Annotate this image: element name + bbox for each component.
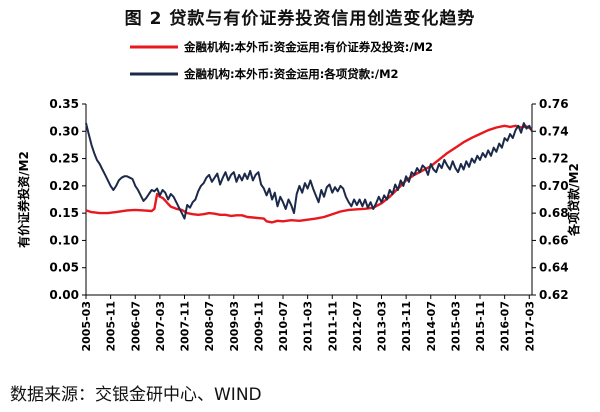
x-tick-label: 2013-11 [400,301,413,352]
y2-axis-title: 各项贷款/M2 [566,163,581,237]
right-tick-label: 0.66 [539,233,569,247]
chart-title: 图 2 贷款与有价证券投资信用创造变化趋势 [124,9,476,29]
right-tick-label: 0.64 [539,261,569,275]
x-tick-label: 2015-11 [474,301,487,352]
x-tick-label: 2006-07 [129,301,142,352]
left-tick-label: 0.00 [49,288,79,302]
x-tick-label: 2013-03 [376,301,389,352]
left-tick-label: 0.25 [49,152,79,166]
legend-label-1: 金融机构:本外币:资金运用:有价证券及投资:/M2 [183,40,433,54]
right-tick-label: 0.62 [539,288,569,302]
x-tick-label: 2008-07 [203,301,216,352]
x-tick-label: 2011-03 [302,301,315,352]
right-tick-label: 0.72 [539,152,569,166]
series-line-securities [85,124,533,224]
x-tick-label: 2014-07 [425,301,438,352]
right-tick-label: 0.76 [539,97,569,111]
x-tick-label: 2007-03 [154,301,167,352]
left-tick-label: 0.15 [49,206,79,220]
x-tick-label: 2009-03 [228,301,241,352]
x-tick-label: 2011-11 [326,301,339,352]
series-line-loans [85,122,533,220]
x-tick-label: 2007-11 [179,301,192,352]
axes: 0.00 0.05 0.10 0.15 0.20 0.25 0.30 0.35 0.62 0.64… [16,97,581,352]
x-tick-label: 2016-07 [499,301,512,352]
legend-label-2: 金融机构:本外币:资金运用:各项贷款:/M2 [183,67,399,81]
right-tick-label: 0.70 [539,179,569,193]
x-tick-label: 2009-11 [252,301,265,352]
x-tick-label: 2012-07 [351,301,364,352]
legend: 金融机构:本外币:资金运用:有价证券及投资:/M2 金融机构:本外币:资金运用:各… [130,40,433,81]
x-tick-label: 2005-03 [80,301,93,352]
left-tick-label: 0.10 [49,233,79,247]
y-axis-title: 有价证券投资/M2 [16,151,31,248]
right-tick-label: 0.74 [539,124,569,138]
x-tick-label: 2005-11 [105,301,118,352]
source-note: 数据来源：交银金研中心、WIND [10,385,262,405]
series-lines [85,122,533,224]
left-tick-label: 0.05 [49,261,79,275]
left-tick-label: 0.35 [49,97,79,111]
left-tick-label: 0.20 [49,179,79,193]
x-tick-label: 2010-07 [277,301,290,352]
chart-svg: 金融机构:本外币:资金运用:有价证券及投资:/M2 金融机构:本外币:资金运用:各… [16,40,581,352]
x-tick-label: 2015-03 [449,301,462,352]
right-tick-label: 0.68 [539,206,569,220]
left-tick-label: 0.30 [49,124,79,138]
x-tick-label: 2017-03 [523,301,536,352]
